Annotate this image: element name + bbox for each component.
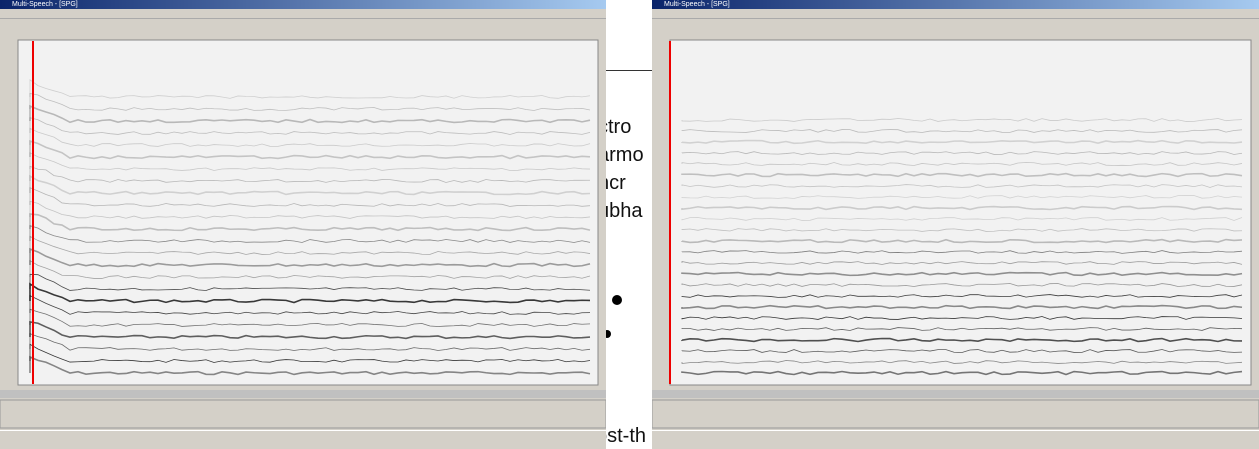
page: ctro armo ncr ubha ost-th Multi-Speech -… [0,0,1259,449]
shape [670,40,1251,385]
spectrogram [0,38,606,448]
shape [652,400,1259,428]
shape [0,400,606,428]
toolbar [0,19,606,39]
shape [18,40,598,385]
spectrogram [652,38,1259,448]
title-bar: Multi-Speech - [SPG] [0,0,606,9]
app-window[interactable]: Multi-Speech - [SPG] [652,0,1259,449]
shape [0,390,606,398]
bullet [612,295,622,305]
app-window[interactable]: Multi-Speech - [SPG] [0,0,606,449]
menu-bar [0,9,606,19]
shape [652,390,1259,398]
taskbar [652,430,1259,449]
menu-bar [652,9,1259,19]
taskbar [0,430,606,449]
toolbar [652,19,1259,39]
title-bar: Multi-Speech - [SPG] [652,0,1259,9]
